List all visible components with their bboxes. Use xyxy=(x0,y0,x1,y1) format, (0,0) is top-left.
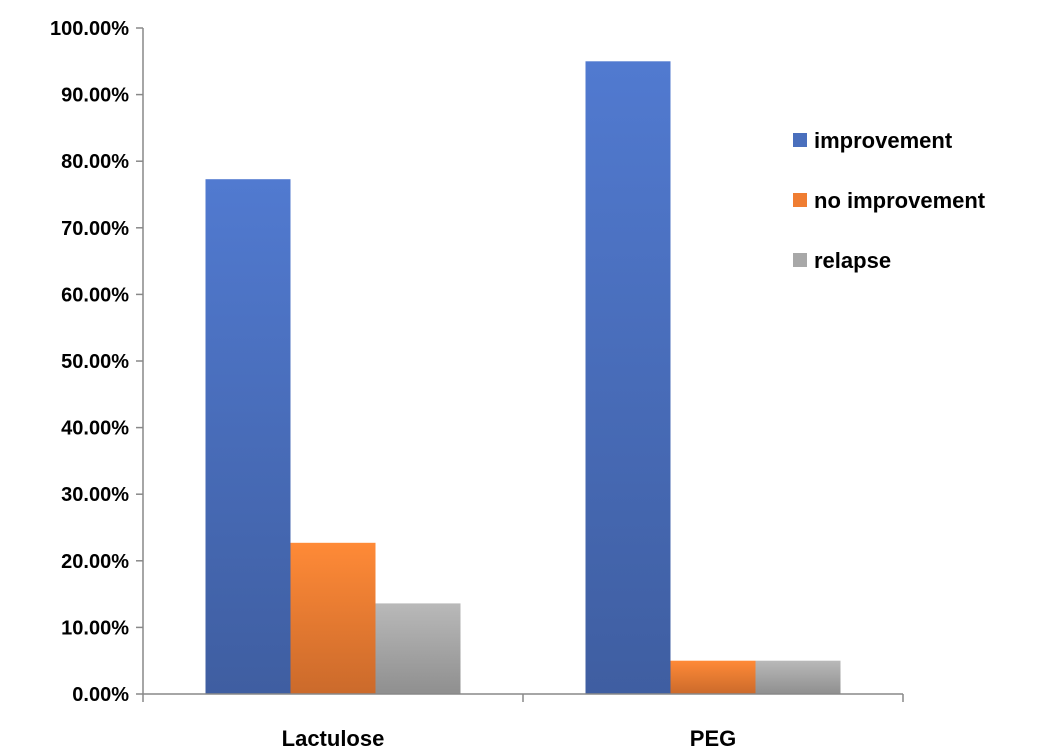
bar-improvement-peg xyxy=(585,61,671,695)
bar-relapse-lactulose xyxy=(375,603,461,694)
y-tick-labels: 0.00% 10.00% 20.00% 30.00% 40.00% 50.00% 60.00… xyxy=(50,18,129,706)
axes-layer xyxy=(136,27,904,702)
y-tick-label: 20.00% xyxy=(61,551,129,573)
y-tick-label: 40.00% xyxy=(61,418,129,440)
bar-no-improvement-peg xyxy=(670,660,756,694)
legend-swatch-relapse xyxy=(793,253,807,267)
legend: improvement no improvement relapse xyxy=(793,128,986,273)
bar-relapse-peg xyxy=(755,660,841,694)
bar-no-improvement-lactulose xyxy=(290,542,376,694)
y-tick-label: 30.00% xyxy=(61,484,129,506)
bars-layer xyxy=(205,61,841,695)
y-tick-label: 0.00% xyxy=(72,684,129,706)
x-category-label: Lactulose xyxy=(282,726,385,751)
legend-label: no improvement xyxy=(814,188,986,213)
x-category-label: PEG xyxy=(690,726,736,751)
y-tick-label: 50.00% xyxy=(61,351,129,373)
y-tick-label: 70.00% xyxy=(61,218,129,240)
legend-label: relapse xyxy=(814,248,891,273)
bar-improvement-lactulose xyxy=(205,179,291,694)
legend-swatch-improvement xyxy=(793,133,807,147)
y-tick-label: 60.00% xyxy=(61,284,129,306)
y-tick-label: 10.00% xyxy=(61,617,129,639)
legend-label: improvement xyxy=(814,128,953,153)
y-tick-label: 90.00% xyxy=(61,85,129,107)
legend-swatch-no-improvement xyxy=(793,193,807,207)
x-category-labels: Lactulose PEG xyxy=(282,726,737,751)
y-tick-label: 100.00% xyxy=(50,18,129,40)
y-tick-label: 80.00% xyxy=(61,151,129,173)
